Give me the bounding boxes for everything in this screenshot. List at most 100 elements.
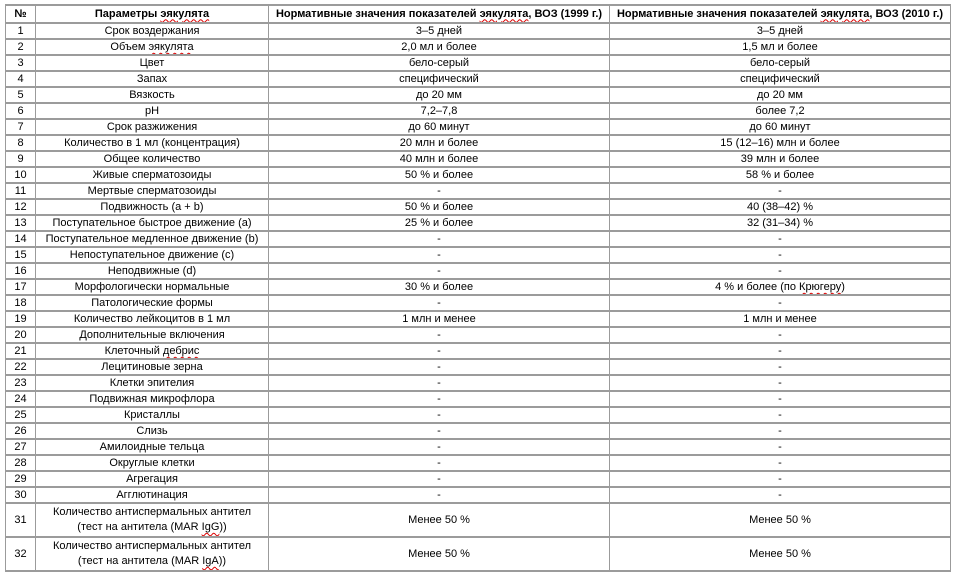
row-parameter: Морфологически нормальные xyxy=(35,278,269,296)
row-number: 4 xyxy=(5,70,36,88)
row-value-2010: Менее 50 % xyxy=(609,502,951,538)
row-value-1999: 50 % и более xyxy=(268,166,610,184)
table-row: 13 Поступательное быстрое движение (a) 2… xyxy=(5,214,951,232)
row-number: 9 xyxy=(5,150,36,168)
row-value-1999: - xyxy=(268,390,610,408)
row-value-2010: более 7,2 xyxy=(609,102,951,120)
row-value-2010: 15 (12–16) млн и более xyxy=(609,134,951,152)
row-number: 19 xyxy=(5,310,36,328)
row-value-2010: до 20 мм xyxy=(609,86,951,104)
header-row: № Параметры эякулята Нормативные значени… xyxy=(5,4,951,24)
table-row: 4 Запах специфический специфический xyxy=(5,70,951,88)
spellcheck-underline: эякулята xyxy=(820,7,870,20)
table-row: 11 Мертвые сперматозоиды - - xyxy=(5,182,951,200)
row-number: 1 xyxy=(5,22,36,40)
row-value-1999: 25 % и более xyxy=(268,214,610,232)
row-parameter: Слизь xyxy=(35,422,269,440)
row-value-1999: - xyxy=(268,374,610,392)
row-value-2010: - xyxy=(609,454,951,472)
document-page: № Параметры эякулята Нормативные значени… xyxy=(5,4,951,572)
row-parameter: Подвижность (a + b) xyxy=(35,198,269,216)
ejaculate-norms-table: № Параметры эякулята Нормативные значени… xyxy=(5,4,951,572)
row-value-2010: специфический xyxy=(609,70,951,88)
row-value-1999: - xyxy=(268,470,610,488)
row-parameter: Поступательное медленное движение (b) xyxy=(35,230,269,248)
table-row: 1 Срок воздержания 3–5 дней 3–5 дней xyxy=(5,22,951,40)
row-number: 17 xyxy=(5,278,36,296)
row-value-1999: - xyxy=(268,342,610,360)
row-parameter: Живые сперматозоиды xyxy=(35,166,269,184)
row-parameter: Количество в 1 мл (концентрация) xyxy=(35,134,269,152)
row-value-1999: - xyxy=(268,454,610,472)
row-parameter: Патологические формы xyxy=(35,294,269,312)
row-value-1999: - xyxy=(268,438,610,456)
row-value-2010: - xyxy=(609,438,951,456)
row-parameter: Вязкость xyxy=(35,86,269,104)
row-parameter: Мертвые сперматозоиды xyxy=(35,182,269,200)
table-row: 20 Дополнительные включения - - xyxy=(5,326,951,344)
spellcheck-underline: Крюгеру xyxy=(799,281,842,293)
row-value-2010: - xyxy=(609,326,951,344)
row-parameter: Округлые клетки xyxy=(35,454,269,472)
table-row: 10 Живые сперматозоиды 50 % и более 58 %… xyxy=(5,166,951,184)
row-value-1999: - xyxy=(268,262,610,280)
row-number: 15 xyxy=(5,246,36,264)
table-row: 27 Амилоидные тельца - - xyxy=(5,438,951,456)
col-header-who-1999: Нормативные значения показателей эякулят… xyxy=(268,4,610,24)
table-row: 22 Лецитиновые зерна - - xyxy=(5,358,951,376)
table-row: 8 Количество в 1 мл (концентрация) 20 мл… xyxy=(5,134,951,152)
table-row: 32 Количество антиспермальных антител (т… xyxy=(5,536,951,572)
row-number: 29 xyxy=(5,470,36,488)
table-row: 28 Округлые клетки - - xyxy=(5,454,951,472)
row-number: 14 xyxy=(5,230,36,248)
row-value-1999: - xyxy=(268,422,610,440)
row-number: 28 xyxy=(5,454,36,472)
row-value-1999: Менее 50 % xyxy=(268,502,610,538)
row-parameter: Амилоидные тельца xyxy=(35,438,269,456)
row-value-1999: 2,0 мл и более xyxy=(268,38,610,56)
row-number: 12 xyxy=(5,198,36,216)
row-parameter: Клетки эпителия xyxy=(35,374,269,392)
table-row: 26 Слизь - - xyxy=(5,422,951,440)
col-header-number: № xyxy=(5,4,36,24)
row-value-1999: - xyxy=(268,358,610,376)
row-number: 25 xyxy=(5,406,36,424)
row-number: 16 xyxy=(5,262,36,280)
row-number: 20 xyxy=(5,326,36,344)
row-parameter: Клеточный дебрис xyxy=(35,342,269,360)
row-parameter: Лецитиновые зерна xyxy=(35,358,269,376)
row-number: 11 xyxy=(5,182,36,200)
table-row: 23 Клетки эпителия - - xyxy=(5,374,951,392)
row-parameter: Срок разжижения xyxy=(35,118,269,136)
row-number: 21 xyxy=(5,342,36,360)
row-parameter: Количество лейкоцитов в 1 мл xyxy=(35,310,269,328)
row-number: 27 xyxy=(5,438,36,456)
row-value-1999: - xyxy=(268,182,610,200)
row-number: 5 xyxy=(5,86,36,104)
spellcheck-underline: IgA xyxy=(202,555,219,567)
row-value-2010: - xyxy=(609,342,951,360)
row-parameter: Объем эякулята xyxy=(35,38,269,56)
row-parameter: Количество антиспермальных антител (тест… xyxy=(35,536,269,572)
row-value-2010: - xyxy=(609,470,951,488)
row-value-2010: 32 (31–34) % xyxy=(609,214,951,232)
table-row: 16 Неподвижные (d) - - xyxy=(5,262,951,280)
row-value-2010: - xyxy=(609,406,951,424)
spellcheck-underline: эякулята xyxy=(148,41,194,53)
table-row: 30 Агглютинация - - xyxy=(5,486,951,504)
row-number: 31 xyxy=(5,502,36,538)
col-header-who-2010: Нормативные значения показателей эякулят… xyxy=(609,4,951,24)
row-value-1999: Менее 50 % xyxy=(268,536,610,572)
table-row: 24 Подвижная микрофлора - - xyxy=(5,390,951,408)
table-row: 21 Клеточный дебрис - - xyxy=(5,342,951,360)
row-parameter: Агглютинация xyxy=(35,486,269,504)
table-row: 9 Общее количество 40 млн и более 39 млн… xyxy=(5,150,951,168)
row-value-2010: - xyxy=(609,246,951,264)
row-value-2010: - xyxy=(609,374,951,392)
row-value-1999: - xyxy=(268,246,610,264)
table-row: 19 Количество лейкоцитов в 1 мл 1 млн и … xyxy=(5,310,951,328)
table-row: 5 Вязкость до 20 мм до 20 мм xyxy=(5,86,951,104)
table-row: 18 Патологические формы - - xyxy=(5,294,951,312)
row-parameter: pH xyxy=(35,102,269,120)
row-parameter: Цвет xyxy=(35,54,269,72)
